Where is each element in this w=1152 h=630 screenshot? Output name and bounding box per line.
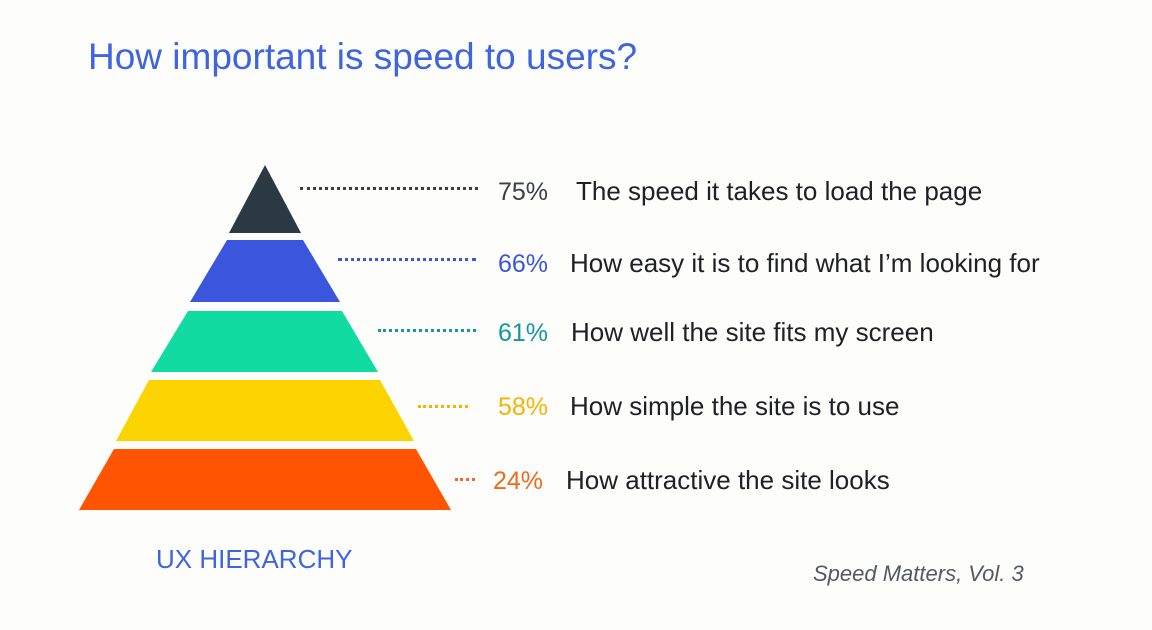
tier-1-label: The speed it takes to load the page [576,176,983,206]
leader-dots-1 [300,187,478,190]
pyramid-tier-4 [116,380,414,441]
tier-4-label: How simple the site is to use [570,391,900,421]
source-citation: Speed Matters, Vol. 3 [813,561,1024,586]
slide-title: How important is speed to users? [88,36,638,77]
tier-5-percent: 24% [493,467,544,495]
leader-dots-3 [378,329,476,332]
leader-dots-4 [418,405,468,408]
tier-2-percent: 66% [498,250,549,278]
pyramid-tier-5 [79,449,451,510]
pyramid-tier-2 [190,240,340,302]
tier-5-label: How attractive the site looks [566,465,890,495]
tier-1-percent: 75% [498,178,549,206]
pyramid-tier-3 [151,311,378,372]
tier-3-percent: 61% [498,319,549,347]
leader-dots-5 [455,478,475,481]
pyramid-tier-1 [229,165,301,233]
tier-2-label: How easy it is to find what I’m looking … [570,248,1040,278]
leader-dots-2 [338,258,476,261]
tier-3-label: How well the site fits my screen [571,317,934,347]
tier-4-percent: 58% [498,393,549,421]
pyramid-label: UX HIERARCHY [156,544,353,574]
